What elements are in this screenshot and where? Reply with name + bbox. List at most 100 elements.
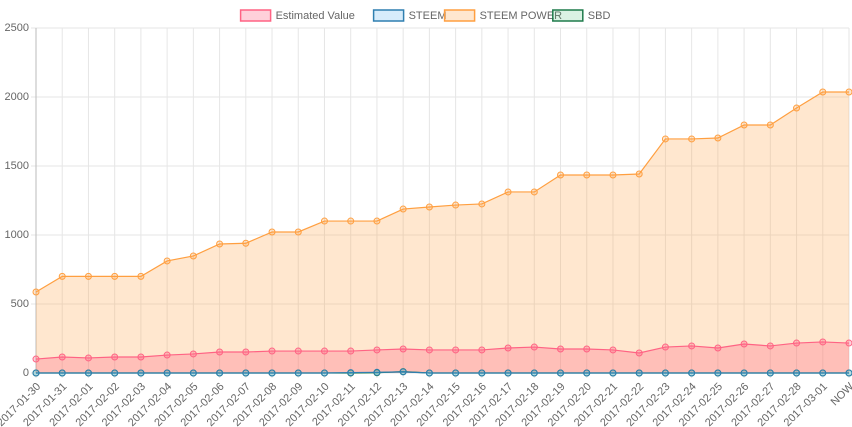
point — [399, 205, 407, 213]
point — [504, 344, 512, 352]
point — [793, 369, 801, 377]
point — [347, 369, 355, 377]
point — [714, 344, 722, 352]
point — [137, 272, 145, 280]
point — [399, 368, 407, 376]
point — [452, 369, 460, 377]
point — [583, 345, 591, 353]
point — [740, 369, 748, 377]
y-tick-label: 2000 — [5, 91, 29, 103]
point — [294, 228, 302, 236]
point — [661, 135, 669, 143]
point — [84, 369, 92, 377]
y-tick-label: 1500 — [5, 160, 29, 172]
point — [740, 121, 748, 129]
point — [189, 369, 197, 377]
point — [84, 354, 92, 362]
point — [766, 369, 774, 377]
point — [819, 338, 827, 346]
point — [216, 369, 224, 377]
point — [268, 347, 276, 355]
point — [688, 135, 696, 143]
point — [163, 351, 171, 359]
x-tick-label: NOW — [829, 380, 852, 408]
legend-label: STEEM — [409, 10, 447, 22]
point — [766, 342, 774, 350]
legend-swatch — [372, 9, 405, 22]
point — [504, 369, 512, 377]
y-tick-label: 500 — [11, 298, 29, 310]
legend-label: STEEM POWER — [480, 10, 563, 22]
point — [845, 369, 852, 377]
point — [557, 345, 565, 353]
point — [530, 188, 538, 196]
point — [58, 272, 66, 280]
point — [111, 369, 119, 377]
point — [373, 217, 381, 225]
point — [189, 252, 197, 260]
point — [714, 369, 722, 377]
point — [714, 134, 722, 142]
y-tick-label: 2500 — [5, 22, 29, 34]
line — [35, 91, 849, 293]
point — [609, 346, 617, 354]
legend-swatch — [239, 9, 272, 22]
point — [111, 272, 119, 280]
point — [347, 217, 355, 225]
point — [504, 188, 512, 196]
point — [452, 201, 460, 209]
point — [583, 171, 591, 179]
point — [425, 369, 433, 377]
point — [635, 170, 643, 178]
point — [294, 369, 302, 377]
point — [58, 353, 66, 361]
point — [216, 240, 224, 248]
point — [452, 346, 460, 354]
point — [557, 369, 565, 377]
point — [32, 355, 40, 363]
point — [845, 339, 852, 347]
point — [661, 343, 669, 351]
area — [36, 92, 849, 374]
point — [84, 272, 92, 280]
point — [216, 348, 224, 356]
point — [163, 257, 171, 265]
point — [557, 171, 565, 179]
point — [320, 369, 328, 377]
point — [399, 345, 407, 353]
point — [478, 200, 486, 208]
point — [373, 346, 381, 354]
point — [819, 369, 827, 377]
point — [793, 104, 801, 112]
point — [268, 228, 276, 236]
point — [635, 369, 643, 377]
point — [478, 369, 486, 377]
point — [583, 369, 591, 377]
point — [32, 369, 40, 377]
y-tick-label: 0 — [23, 367, 29, 379]
legend-swatch — [443, 9, 476, 22]
point — [242, 369, 250, 377]
point — [242, 239, 250, 247]
point — [347, 347, 355, 355]
point — [530, 343, 538, 351]
point — [688, 342, 696, 350]
point — [766, 121, 774, 129]
point — [163, 369, 171, 377]
legend-label: Estimated Value — [276, 10, 355, 22]
point — [242, 348, 250, 356]
point — [320, 217, 328, 225]
line — [36, 371, 849, 374]
point — [32, 288, 40, 296]
point — [609, 171, 617, 179]
point — [294, 347, 302, 355]
point — [58, 369, 66, 377]
point — [819, 88, 827, 96]
y-tick-label: 1000 — [5, 229, 29, 241]
area — [36, 341, 849, 373]
point — [688, 369, 696, 377]
point — [793, 339, 801, 347]
point — [137, 369, 145, 377]
point — [740, 340, 748, 348]
